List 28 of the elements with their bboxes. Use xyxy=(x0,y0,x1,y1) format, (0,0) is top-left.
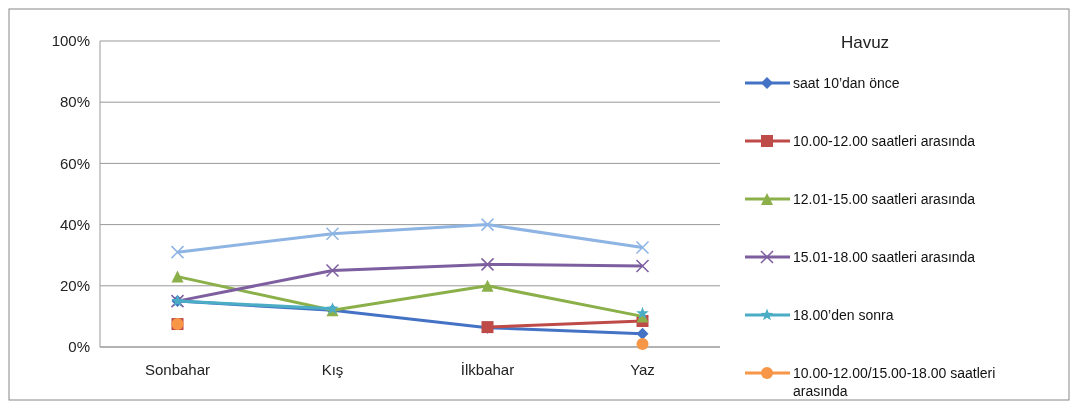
legend-label: 12.01-15.00 saatleri arasında xyxy=(793,190,976,207)
y-tick-label: 100% xyxy=(51,32,90,50)
point xyxy=(481,279,494,292)
legend-label: 10.00-12.00/15.00-18.00 saatleri arasında xyxy=(793,364,996,400)
legend-label: 15.01-18.00 saatleri arasında xyxy=(793,248,976,265)
legend-title: Havuz xyxy=(840,33,890,52)
point xyxy=(636,337,649,350)
y-tick-label: 20% xyxy=(59,277,90,295)
legend-label: saat 10’dan önce xyxy=(793,74,900,91)
point xyxy=(636,306,649,319)
x-tick-label: İlkbahar xyxy=(460,361,515,378)
y-tick-label: 80% xyxy=(59,93,90,111)
point xyxy=(170,245,185,259)
point xyxy=(635,240,650,255)
y-tick-label: 40% xyxy=(59,215,90,233)
point xyxy=(171,270,184,283)
point xyxy=(480,257,495,272)
x-tick-label: Kış xyxy=(321,361,344,378)
point xyxy=(325,227,340,241)
x-tick-label: Yaz xyxy=(630,361,655,378)
y-tick-label: 0% xyxy=(68,338,90,356)
x-tick-label: Sonbahar xyxy=(144,361,211,378)
point xyxy=(635,259,650,273)
legend-label: 10.00-12.00 saatleri arasında xyxy=(793,132,976,149)
point xyxy=(325,263,340,278)
legend-label: 18.00’den sonra xyxy=(793,306,894,323)
y-tick-label: 60% xyxy=(59,154,90,172)
point xyxy=(480,217,495,232)
